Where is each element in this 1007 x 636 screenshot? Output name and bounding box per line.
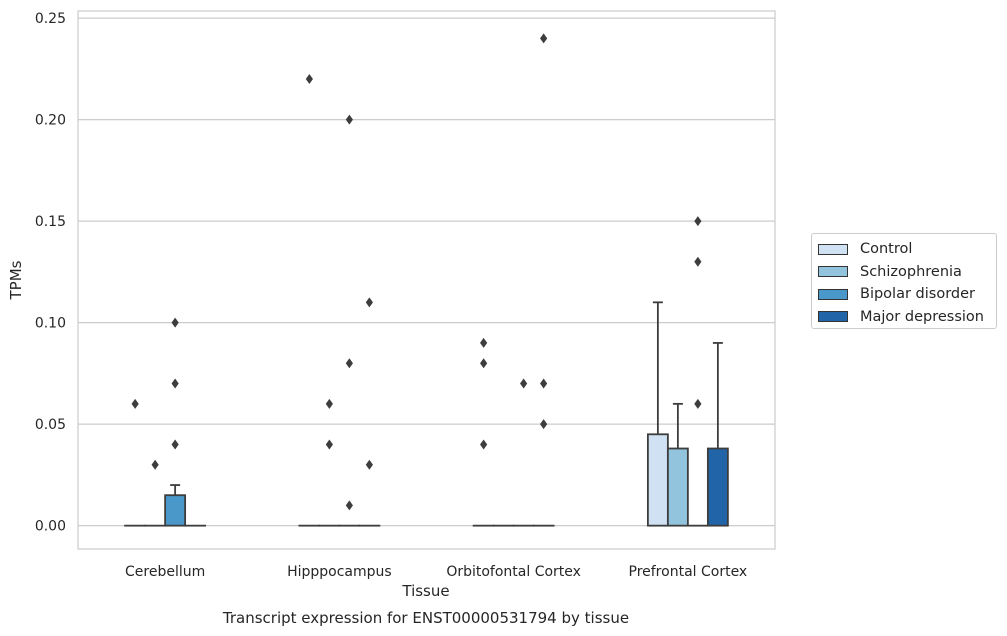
y-axis-ticks: 0.00 0.05 0.10 0.15 0.20 0.25	[35, 11, 66, 535]
chart-marks	[124, 33, 729, 527]
y-tick-label: 0.00	[35, 519, 66, 535]
outlier-point	[171, 439, 179, 450]
legend-swatch-control	[818, 243, 848, 255]
outlier-point	[325, 398, 333, 409]
outlier-point	[540, 378, 548, 389]
legend-item-schizophrenia: Schizophrenia	[818, 261, 996, 284]
outlier-point	[540, 419, 548, 430]
legend-label-bipolar-disorder: Bipolar disorder	[860, 286, 975, 303]
y-axis-title: TPMs	[7, 260, 25, 300]
outlier-point	[151, 459, 159, 470]
outlier-point	[171, 317, 179, 328]
y-tick-label: 0.05	[35, 417, 66, 433]
outlier-point	[694, 398, 702, 409]
outlier-point	[480, 358, 488, 369]
x-tick-label: Hipppocampus	[287, 564, 392, 580]
y-tick-label: 0.15	[35, 214, 66, 230]
outlier-point	[365, 459, 373, 470]
legend-swatch-bipolar-disorder	[818, 288, 848, 300]
x-axis-title: Tissue	[401, 582, 449, 600]
chart-title: Transcript expression for ENST0000053179…	[222, 609, 629, 627]
x-tick-label: Prefrontal Cortex	[629, 564, 748, 580]
outlier-point	[694, 256, 702, 267]
legend-item-major-depression: Major depression	[818, 306, 996, 329]
outlier-point	[345, 114, 353, 125]
legend-item-bipolar-disorder: Bipolar disorder	[818, 283, 996, 306]
legend: Control Schizophrenia Bipolar disorder M…	[811, 233, 997, 329]
outlier-point	[345, 500, 353, 511]
outlier-point	[131, 398, 139, 409]
legend-label-control: Control	[860, 241, 913, 258]
outlier-point	[540, 33, 548, 44]
outlier-point	[305, 74, 313, 85]
bar	[164, 494, 187, 527]
legend-swatch-schizophrenia	[818, 266, 848, 278]
bar	[666, 447, 689, 527]
outlier-point	[345, 358, 353, 369]
y-tick-label: 0.25	[35, 11, 66, 27]
x-tick-label: Cerebellum	[125, 564, 205, 580]
outlier-point	[694, 216, 702, 227]
bar	[706, 447, 729, 527]
outlier-point	[520, 378, 528, 389]
outlier-point	[480, 337, 488, 348]
outlier-point	[171, 378, 179, 389]
legend-swatch-major-depression	[818, 311, 848, 323]
x-tick-label: Orbitofontal Cortex	[446, 564, 581, 580]
bar	[646, 433, 669, 527]
outlier-point	[365, 297, 373, 308]
legend-label-major-depression: Major depression	[860, 308, 984, 325]
x-axis-ticks: Cerebellum Hipppocampus Orbitofontal Corte…	[125, 564, 747, 580]
legend-item-control: Control	[818, 238, 996, 261]
plot-frame	[77, 10, 776, 550]
outlier-point	[325, 439, 333, 450]
legend-label-schizophrenia: Schizophrenia	[860, 263, 962, 280]
y-tick-label: 0.10	[35, 316, 66, 332]
y-tick-label: 0.20	[35, 113, 66, 129]
outlier-point	[480, 439, 488, 450]
